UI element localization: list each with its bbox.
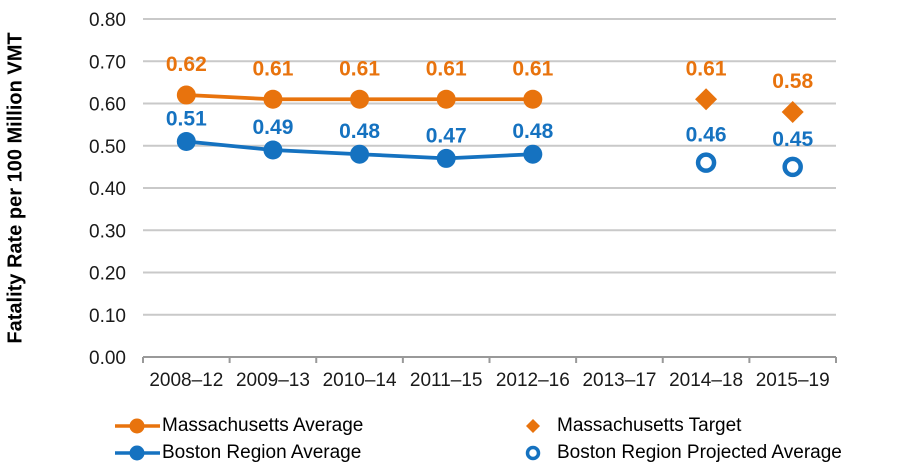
x-tick-label: 2012–16 — [496, 370, 570, 391]
data-label: 0.47 — [426, 124, 467, 147]
y-tick-label: 0.10 — [89, 306, 126, 327]
y-tick-label: 0.80 — [89, 10, 126, 31]
legend-label-massachusetts-target: Massachusetts Target — [557, 415, 742, 436]
x-tick-label: 2009–13 — [236, 370, 310, 391]
legend-item-boston-region-average: Boston Region Average — [115, 439, 361, 467]
data-label: 0.48 — [512, 120, 553, 143]
data-point — [695, 88, 718, 111]
x-tick-label: 2008–12 — [149, 370, 223, 391]
data-label: 0.61 — [686, 57, 727, 80]
open-circle-marker-icon — [525, 445, 541, 461]
y-tick-label: 0.50 — [89, 137, 126, 158]
data-point — [695, 152, 717, 173]
data-point — [263, 140, 283, 160]
legend-item-massachusetts-target: Massachusetts Target — [521, 412, 741, 440]
legend-label-massachusetts-average: Massachusetts Average — [162, 415, 364, 436]
y-tick-label: 0.70 — [89, 52, 126, 73]
data-label: 0.46 — [686, 124, 727, 147]
legend-item-boston-region-projected-average: Boston Region Projected Average — [521, 439, 842, 467]
x-tick-label: 2013–17 — [582, 370, 656, 391]
legend-label-boston-region-projected-average: Boston Region Projected Average — [557, 442, 842, 463]
data-point — [436, 148, 456, 168]
data-point — [176, 85, 196, 105]
y-tick-label: 0.20 — [89, 264, 126, 285]
diamond-marker-icon — [526, 419, 540, 433]
line-circle-marker-icon — [115, 418, 160, 434]
data-point — [523, 89, 543, 109]
data-label: 0.45 — [772, 128, 813, 151]
data-label: 0.61 — [512, 57, 553, 80]
data-point — [523, 144, 543, 164]
line-circle-marker-icon — [115, 445, 160, 461]
data-point — [263, 89, 283, 109]
data-point — [350, 89, 370, 109]
data-label: 0.61 — [339, 57, 380, 80]
data-point — [350, 144, 370, 164]
chart-svg: 0.00 0.10 0.20 0.30 0.40 0.50 0.60 0.70 0.80 2008… — [89, 10, 837, 391]
x-tick-label: 2015–19 — [756, 370, 830, 391]
legend-item-massachusetts-average: Massachusetts Average — [115, 412, 363, 440]
y-tick-label: 0.00 — [89, 348, 126, 369]
x-tick-label: 2011–15 — [410, 370, 483, 391]
data-label: 0.49 — [253, 116, 294, 139]
y-tick-label: 0.60 — [89, 95, 126, 116]
y-tick-label: 0.30 — [89, 221, 126, 242]
legend-label-boston-region-average: Boston Region Average — [162, 442, 362, 463]
data-label: 0.58 — [772, 70, 813, 93]
data-label: 0.51 — [166, 108, 207, 131]
data-label: 0.48 — [339, 120, 380, 143]
data-point — [781, 100, 804, 123]
data-label: 0.61 — [426, 57, 467, 80]
data-point — [782, 156, 803, 178]
data-label: 0.62 — [166, 53, 207, 76]
data-point — [436, 89, 456, 109]
x-tick-label: 2014–18 — [669, 370, 743, 391]
data-point — [176, 132, 196, 152]
x-tick-label: 2010–14 — [323, 370, 397, 391]
data-label: 0.61 — [253, 57, 294, 80]
y-tick-label: 0.40 — [89, 179, 126, 200]
